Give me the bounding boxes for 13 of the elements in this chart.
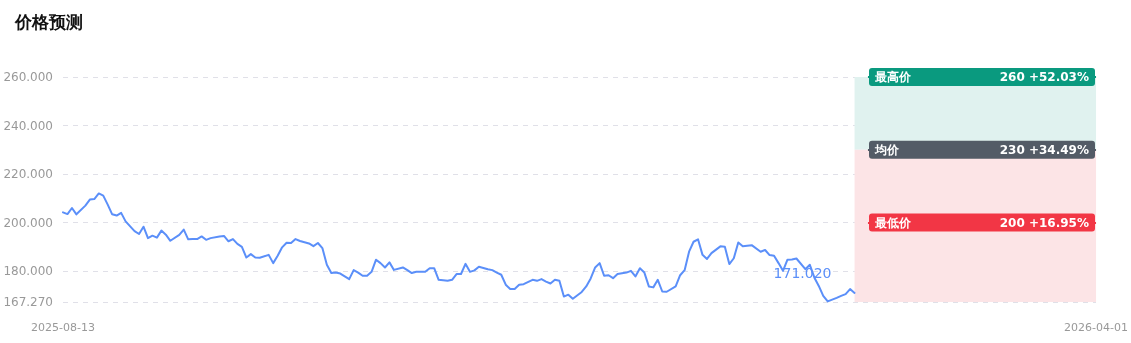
chart-title: 价格预测 [14,11,83,32]
x-tick-label: 2025-08-13 [31,321,95,334]
line-series [62,192,856,303]
y-tick-label: 200.000 [3,215,53,230]
text: 最低价 200 +16.95% [875,215,1089,230]
y-tick-label: 220.000 [3,167,53,182]
x-tick-label: 2026-04-01 [1064,321,1129,334]
text: 最高价 260 +52.03% [875,70,1089,84]
y-tick-label: 167.270 [3,295,53,309]
y-tick-label: 180.000 [3,264,53,279]
y-tick-label: 260.000 [3,70,53,84]
text: 均价 230 +34.49% [875,142,1089,157]
y-tick-label: 240.000 [3,118,53,133]
